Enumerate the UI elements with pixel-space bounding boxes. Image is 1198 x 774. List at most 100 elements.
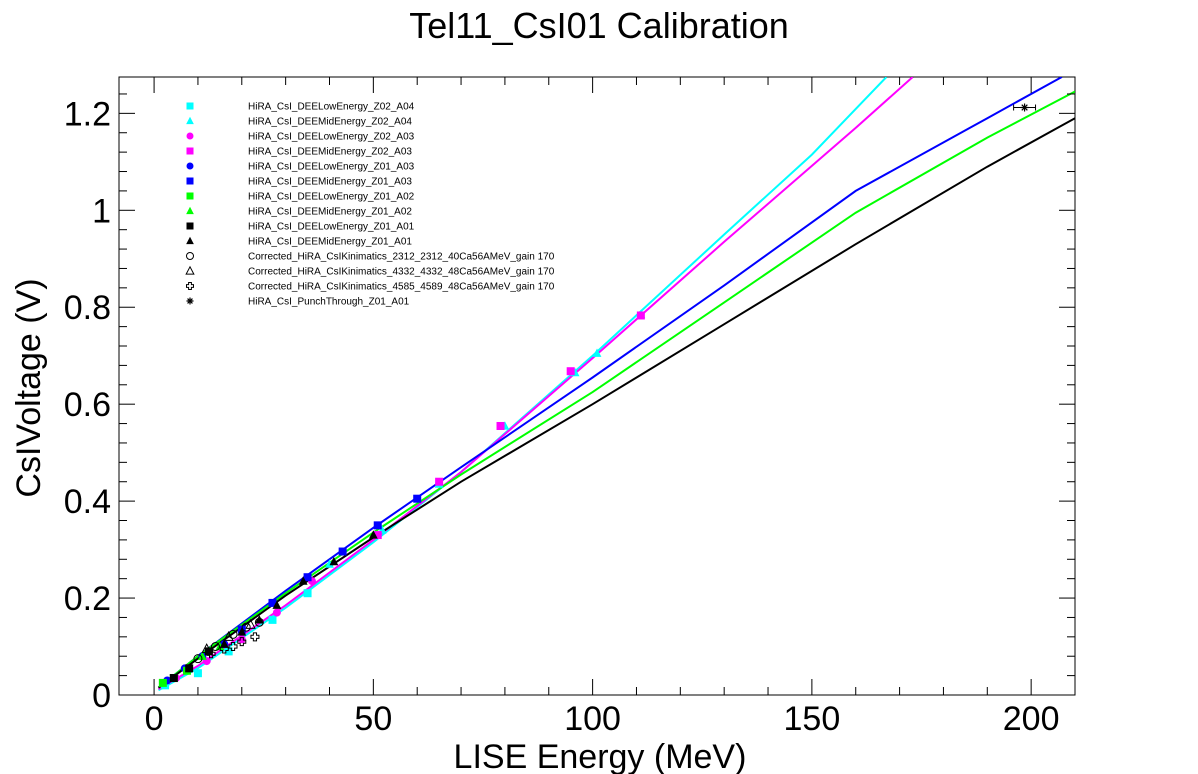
data-point <box>272 600 282 609</box>
x-tick-label: 150 <box>784 700 841 738</box>
data-point <box>169 674 178 683</box>
y-tick-label: 1 <box>92 192 111 230</box>
legend-entry: HiRA_CsI_DEELowEnergy_Z02_A04 <box>186 102 415 113</box>
data-point <box>197 651 207 660</box>
legend-entry: HiRA_CsI_DEEMidEnergy_Z01_A01 <box>186 237 412 248</box>
data-point <box>592 348 602 357</box>
data-point <box>185 664 194 673</box>
chart-title: Tel11_CsI01 Calibration <box>409 5 789 46</box>
data-point <box>373 531 382 540</box>
legend-marker <box>186 297 194 305</box>
legend-label: HiRA_CsI_DEELowEnergy_Z01_A01 <box>248 222 415 233</box>
data-point <box>210 642 220 652</box>
data-point <box>254 615 264 624</box>
data-point <box>237 635 246 644</box>
legend-entry: HiRA_CsI_DEEMidEnergy_Z01_A02 <box>186 207 412 218</box>
plot-frame <box>118 76 1076 696</box>
legend-entry: HiRA_CsI_DEEMidEnergy_Z02_A04 <box>186 117 412 128</box>
legend-label: HiRA_CsI_DEEMidEnergy_Z01_A03 <box>248 177 412 188</box>
data-point <box>298 576 308 585</box>
data-point <box>250 632 260 642</box>
data-point <box>228 642 238 652</box>
x-axis: 0 50 100 150 200 <box>145 77 1076 738</box>
x-tick-label: 100 <box>564 700 621 738</box>
y-tick-label: 0.8 <box>64 289 111 327</box>
data-point <box>566 367 575 376</box>
data-point <box>413 494 422 503</box>
legend-entry: Corrected_HiRA_CsIKinimatics_2312_2312_4… <box>186 252 555 263</box>
data-point <box>1020 103 1029 112</box>
data-point <box>237 637 247 647</box>
y-tick-label: 0.6 <box>64 386 111 424</box>
data-point <box>245 618 256 629</box>
legend-marker <box>185 265 195 275</box>
legend-marker <box>186 177 194 185</box>
data-point <box>329 556 339 566</box>
legend-label: HiRA_CsI_DEELowEnergy_Z02_A04 <box>248 102 415 113</box>
legend-label: HiRA_CsI_DEELowEnergy_Z02_A03 <box>248 132 415 143</box>
data-point <box>206 649 216 659</box>
legend-marker <box>186 252 194 260</box>
legend-entry: Corrected_HiRA_CsIKinimatics_4585_4589_4… <box>186 282 555 293</box>
x-tick-label: 50 <box>354 700 392 738</box>
y-tick-label: 1.2 <box>64 95 111 133</box>
legend-entry: HiRA_CsI_DEELowEnergy_Z02_A03 <box>186 132 415 143</box>
data-points <box>158 103 1037 690</box>
y-tick-label: 0.4 <box>64 483 111 521</box>
fit-curve-3 <box>157 90 1075 689</box>
legend-entry: HiRA_CsI_DEELowEnergy_Z01_A03 <box>186 162 415 173</box>
legend-marker <box>186 162 194 170</box>
data-point <box>219 639 229 648</box>
x-axis-title: LISE Energy (MeV) <box>454 738 747 774</box>
data-point <box>193 669 202 678</box>
x-tick-label: 0 <box>145 700 164 738</box>
legend-marker <box>186 192 194 200</box>
legend-label: HiRA_CsI_DEEMidEnergy_Z02_A03 <box>248 147 412 158</box>
legend-label: HiRA_CsI_DEELowEnergy_Z01_A03 <box>248 162 415 173</box>
y-axis-title: CsIVoltage (V) <box>10 278 48 497</box>
data-point <box>268 615 277 624</box>
legend-entry: HiRA_CsI_DEEMidEnergy_Z02_A03 <box>186 147 412 158</box>
legend-label: HiRA_CsI_DEEMidEnergy_Z01_A01 <box>248 237 412 248</box>
data-point <box>219 644 229 654</box>
data-point <box>368 530 378 539</box>
data-point <box>254 617 264 627</box>
x-tick-label: 200 <box>1003 700 1060 738</box>
legend-marker <box>186 282 194 290</box>
data-point <box>237 627 247 636</box>
legend-entry: Corrected_HiRA_CsIKinimatics_4332_4332_4… <box>185 265 555 278</box>
legend-marker <box>186 222 194 230</box>
data-point <box>241 622 251 632</box>
data-point <box>228 629 238 639</box>
y-tick-label: 0.2 <box>64 580 111 618</box>
data-point <box>224 647 233 656</box>
data-point <box>303 589 312 598</box>
legend-label: Corrected_HiRA_CsIKinimatics_4585_4589_4… <box>248 282 555 293</box>
y-axis: 0 0.2 0.4 0.6 0.8 1 1.2 <box>64 93 1075 715</box>
legend-entry: HiRA_CsI_DEEMidEnergy_Z01_A03 <box>186 177 412 188</box>
data-point <box>496 421 505 430</box>
y-tick-label: 0 <box>92 677 111 715</box>
legend-label: HiRA_CsI_DEEMidEnergy_Z02_A04 <box>248 117 412 128</box>
legend: HiRA_CsI_DEELowEnergy_Z02_A04 HiRA_CsI_DE… <box>185 102 555 308</box>
data-point <box>435 477 444 486</box>
data-point <box>636 311 645 320</box>
legend-label: Corrected_HiRA_CsIKinimatics_4332_4332_4… <box>248 267 555 278</box>
legend-label: HiRA_CsI_DEELowEnergy_Z01_A02 <box>248 192 415 203</box>
data-point <box>338 547 347 556</box>
legend-entry: HiRA_CsI_DEELowEnergy_Z01_A02 <box>186 192 415 203</box>
legend-entry: HiRA_CsI_PunchThrough_Z01_A01 <box>186 297 410 308</box>
data-point <box>272 608 281 617</box>
legend-marker <box>186 132 194 140</box>
legend-marker <box>186 116 194 125</box>
data-point <box>193 654 203 664</box>
data-point <box>325 559 334 568</box>
data-point <box>204 647 213 656</box>
legend-entry: HiRA_CsI_DEELowEnergy_Z01_A01 <box>186 222 415 233</box>
legend-marker <box>186 102 194 110</box>
data-point <box>303 573 312 582</box>
data-point <box>223 630 234 641</box>
data-point <box>158 678 167 687</box>
data-point <box>268 598 277 607</box>
